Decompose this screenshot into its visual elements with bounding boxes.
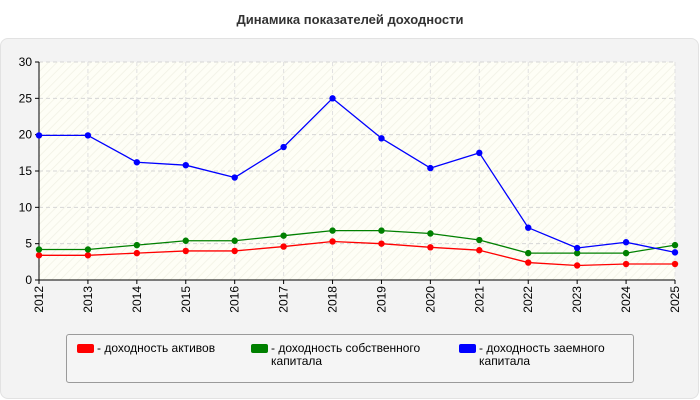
data-point-0-2019[interactable] bbox=[378, 240, 385, 247]
series-line-2 bbox=[39, 97, 676, 254]
x-tick-labels: 2012 2013 2014 2015 2016 2017 2018 2019 2020 2021… bbox=[32, 286, 682, 313]
y-tick-label-6: 30 bbox=[19, 55, 33, 69]
data-point-1-2016[interactable] bbox=[231, 237, 238, 244]
legend-item-equity: - доходность собственного капитала bbox=[251, 342, 451, 368]
data-point-2-2024[interactable] bbox=[622, 239, 630, 246]
data-point-0-2013[interactable] bbox=[84, 252, 92, 259]
data-point-1-2025[interactable] bbox=[671, 241, 679, 249]
data-point-0-2016[interactable] bbox=[231, 247, 238, 255]
data-point-0-2012[interactable] bbox=[35, 252, 43, 259]
legend-swatch-assets bbox=[77, 344, 94, 353]
y-tick-label-2: 10 bbox=[19, 200, 33, 214]
data-point-2-2017[interactable] bbox=[280, 143, 287, 151]
data-point-0-2018[interactable] bbox=[329, 238, 336, 245]
y-tick-label-0: 0 bbox=[25, 273, 32, 287]
x-tick-label-2013: 2013 bbox=[81, 286, 95, 313]
data-point-0-2025[interactable] bbox=[671, 260, 679, 268]
series-line-1 bbox=[39, 229, 676, 254]
x-tick-label-2020: 2020 bbox=[423, 286, 437, 313]
series-line-0 bbox=[39, 240, 675, 267]
x-tick-label-2014: 2014 bbox=[130, 286, 144, 313]
x-tick-label-2017: 2017 bbox=[277, 286, 291, 313]
legend: - доходность активов - доходность собств… bbox=[66, 334, 634, 383]
chart-title: Динамика показателей доходности bbox=[236, 12, 464, 27]
data-point-0-2014[interactable] bbox=[133, 249, 141, 257]
legend-item-assets: - доходность активов bbox=[77, 342, 247, 355]
data-point-2-2013[interactable] bbox=[84, 132, 92, 139]
x-tick-label-2019: 2019 bbox=[374, 286, 388, 313]
data-point-2-2021[interactable] bbox=[476, 149, 483, 157]
data-point-1-2022[interactable] bbox=[525, 249, 532, 257]
data-point-1-2019[interactable] bbox=[378, 227, 385, 234]
data-point-1-2013[interactable] bbox=[84, 246, 92, 253]
data-point-2-2023[interactable] bbox=[573, 244, 581, 252]
data-point-2-2015[interactable] bbox=[182, 161, 189, 169]
series-1 bbox=[35, 227, 679, 257]
data-point-1-2012[interactable] bbox=[35, 246, 43, 253]
x-tick-label-2015: 2015 bbox=[179, 286, 193, 313]
data-point-0-2017[interactable] bbox=[280, 243, 287, 250]
legend-swatch-equity bbox=[251, 344, 268, 353]
data-point-1-2024[interactable] bbox=[622, 249, 630, 257]
data-point-2-2016[interactable] bbox=[231, 174, 238, 181]
data-point-1-2018[interactable] bbox=[329, 227, 336, 234]
legend-item-debt: - доходность заемного капитала bbox=[459, 342, 629, 368]
series-layer bbox=[35, 95, 679, 269]
x-tick-label-2023: 2023 bbox=[570, 286, 584, 313]
y-tick-label-1: 5 bbox=[25, 237, 32, 251]
data-point-0-2023[interactable] bbox=[573, 262, 581, 269]
data-point-1-2021[interactable] bbox=[476, 236, 483, 244]
legend-swatch-debt bbox=[459, 344, 476, 353]
x-tick-label-2024: 2024 bbox=[619, 286, 633, 313]
series-2 bbox=[35, 95, 679, 256]
y-tick-label-4: 20 bbox=[19, 128, 33, 142]
data-point-1-2023[interactable] bbox=[573, 249, 581, 257]
data-point-1-2020[interactable] bbox=[427, 230, 434, 237]
data-point-2-2020[interactable] bbox=[427, 164, 434, 172]
legend-label-equity: - доходность собственного капитала bbox=[271, 341, 421, 368]
axes bbox=[35, 61, 676, 284]
data-point-0-2015[interactable] bbox=[182, 247, 189, 255]
data-point-0-2024[interactable] bbox=[622, 260, 630, 268]
x-tick-label-2021: 2021 bbox=[472, 286, 486, 313]
data-point-2-2012[interactable] bbox=[35, 132, 43, 139]
y-tick-label-3: 15 bbox=[19, 164, 33, 178]
data-point-2-2019[interactable] bbox=[378, 135, 385, 142]
legend-label-assets: - доходность активов bbox=[97, 341, 216, 355]
y-tick-label-5: 25 bbox=[19, 91, 33, 105]
x-tick-label-2012: 2012 bbox=[32, 286, 46, 313]
data-point-1-2015[interactable] bbox=[182, 237, 189, 244]
data-point-2-2014[interactable] bbox=[133, 159, 141, 166]
data-point-2-2025[interactable] bbox=[671, 249, 679, 256]
data-point-2-2022[interactable] bbox=[525, 224, 532, 231]
series-0 bbox=[35, 238, 679, 269]
x-tick-label-2016: 2016 bbox=[228, 286, 242, 313]
data-point-0-2021[interactable] bbox=[476, 247, 483, 254]
data-point-2-2018[interactable] bbox=[329, 95, 336, 102]
x-tick-label-2025: 2025 bbox=[668, 286, 682, 313]
x-tick-label-2018: 2018 bbox=[326, 286, 340, 313]
data-point-0-2022[interactable] bbox=[525, 259, 532, 266]
y-tick-labels: 0 5 10 15 20 25 30 bbox=[19, 55, 33, 287]
x-tick-label-2022: 2022 bbox=[521, 286, 535, 313]
data-point-0-2020[interactable] bbox=[427, 244, 434, 251]
data-point-1-2014[interactable] bbox=[133, 241, 141, 249]
legend-label-debt: - доходность заемного капитала bbox=[479, 341, 605, 368]
data-point-1-2017[interactable] bbox=[280, 232, 287, 239]
